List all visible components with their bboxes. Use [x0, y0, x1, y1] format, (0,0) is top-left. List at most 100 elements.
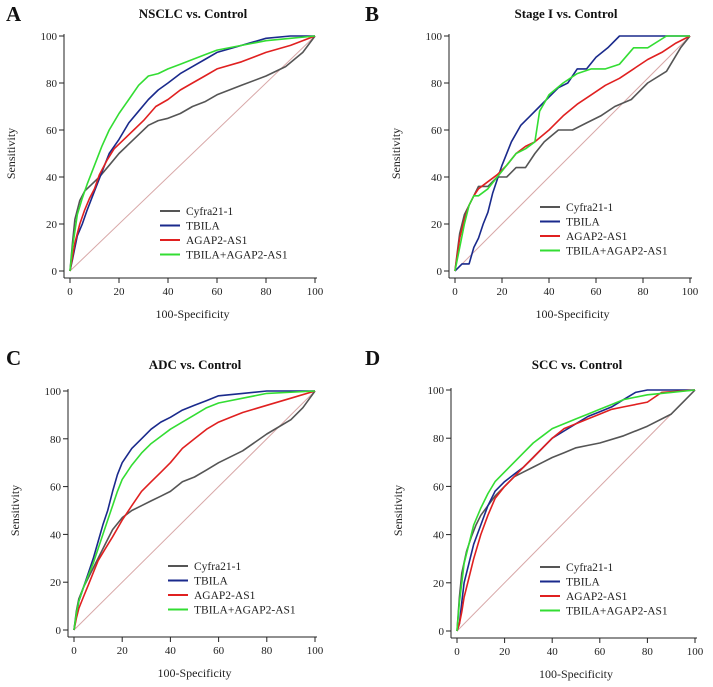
x-tick-label: 40	[165, 645, 177, 657]
y-tick-label: 0	[56, 625, 62, 637]
axes	[67, 389, 317, 638]
y-tick-label: 60	[46, 125, 58, 137]
y-tick-label: 0	[52, 266, 58, 278]
y-tick-label: 20	[431, 219, 443, 231]
legend-label: TBILA+AGAP2-AS1	[566, 246, 668, 258]
x-axis-label: 100-Specificity	[536, 307, 610, 321]
y-tick-label: 0	[437, 266, 443, 278]
y-axis-label: Sensitivity	[389, 128, 403, 179]
x-tick-label: 0	[67, 286, 73, 298]
chart-title: SCC vs. Control	[531, 357, 623, 372]
x-tick-label: 60	[212, 286, 224, 298]
roc-curve-agap2-as1	[456, 389, 696, 632]
y-tick-label: 40	[50, 529, 62, 541]
y-tick-label: 80	[46, 78, 58, 90]
legend: Cyfra21-1 TBILA AGAP2-AS1 TBILA+AGAP2-AS1	[540, 202, 668, 258]
roc-curve-tbila-agap2-as1	[69, 35, 316, 272]
x-tick-label: 80	[638, 286, 650, 298]
panel-letter: D	[365, 346, 381, 370]
legend-label: AGAP2-AS1	[186, 235, 248, 247]
x-tick-label: 80	[261, 286, 273, 298]
legend: Cyfra21-1 TBILA AGAP2-AS1 TBILA+AGAP2-AS1	[540, 562, 668, 618]
legend: Cyfra21-1 TBILA AGAP2-AS1 TBILA+AGAP2-AS1	[168, 561, 296, 617]
roc-chart-adc: 0 20 40 60 80 100 0 20 40 60 80 100 100-Specificity S…	[8, 386, 324, 680]
legend-label: TBILA	[186, 221, 221, 233]
x-tick-label: 80	[642, 646, 654, 658]
axes	[448, 34, 692, 279]
y-axis-label: Sensitivity	[4, 128, 18, 179]
x-tick-label: 20	[497, 286, 509, 298]
roc-curve-tbila-agap2-as1	[454, 35, 690, 272]
x-tick-label: 100	[307, 645, 324, 657]
legend-label: Cyfra21-1	[194, 561, 242, 573]
reference-diagonal	[69, 35, 316, 272]
reference-diagonal	[456, 389, 696, 632]
x-tick-label: 0	[71, 645, 77, 657]
y-tick-label: 100	[45, 386, 62, 398]
roc-chart-stage-i: 0 20 40 60 80 100 0 20 40 60 80 100 100-Specificity S…	[389, 31, 699, 321]
legend-label: TBILA	[194, 576, 229, 588]
y-tick-label: 20	[50, 577, 62, 589]
x-tick-label: 60	[594, 646, 606, 658]
y-tick-label: 60	[433, 481, 445, 493]
y-tick-label: 40	[431, 172, 443, 184]
axes	[63, 34, 317, 279]
x-tick-label: 20	[499, 646, 511, 658]
legend-label: Cyfra21-1	[566, 202, 614, 214]
legend-label: TBILA+AGAP2-AS1	[566, 606, 668, 618]
x-tick-label: 20	[114, 286, 126, 298]
panel-stage-i-vs-control: 0 20 40 60 80 100 0 20 40 60 80 100 100-Specificity S…	[357, 0, 713, 343]
roc-curve-agap2-as1	[73, 390, 316, 631]
roc-curve-tbila-agap2-as1	[456, 389, 696, 632]
x-tick-label: 60	[591, 286, 603, 298]
x-tick-label: 100	[682, 286, 699, 298]
roc-curve-agap2-as1	[69, 35, 316, 272]
y-tick-label: 40	[46, 172, 58, 184]
x-tick-label: 80	[261, 645, 273, 657]
roc-chart-scc: 0 20 40 60 80 100 0 20 40 60 80 100 100-Specificity S…	[391, 385, 704, 681]
x-tick-label: 100	[307, 286, 324, 298]
y-tick-label: 100	[426, 31, 443, 43]
x-tick-label: 40	[547, 646, 559, 658]
x-tick-label: 40	[163, 286, 175, 298]
x-axis-label: 100-Specificity	[158, 666, 232, 680]
roc-chart-nsclc: 0 20 40 60 80 100 0 20 40 60 80 100 100-Specificity S…	[4, 31, 324, 321]
legend-label: AGAP2-AS1	[194, 590, 256, 602]
y-tick-label: 20	[46, 219, 58, 231]
y-tick-label: 100	[428, 385, 445, 397]
x-tick-label: 40	[544, 286, 556, 298]
y-tick-label: 80	[431, 78, 443, 90]
x-tick-label: 0	[452, 286, 458, 298]
roc-curve-tbila	[454, 35, 690, 272]
roc-curve-tbila	[69, 35, 315, 272]
legend-label: TBILA+AGAP2-AS1	[194, 605, 296, 617]
chart-title: Stage I vs. Control	[514, 6, 618, 21]
chart-title: ADC vs. Control	[148, 357, 242, 372]
reference-diagonal	[454, 35, 691, 272]
axes	[450, 388, 697, 639]
chart-title: NSCLC vs. Control	[138, 6, 248, 21]
panel-nsclc-vs-control: 0 20 40 60 80 100 0 20 40 60 80 100 100-Specificity S…	[0, 0, 356, 343]
panel-letter: B	[365, 2, 380, 26]
legend-label: TBILA	[566, 217, 601, 229]
x-tick-label: 20	[117, 645, 129, 657]
legend-label: AGAP2-AS1	[566, 231, 628, 243]
panel-letter: A	[6, 2, 22, 26]
x-tick-label: 60	[213, 645, 225, 657]
legend-label: AGAP2-AS1	[566, 591, 628, 603]
legend: Cyfra21-1 TBILA AGAP2-AS1 TBILA+AGAP2-AS1	[160, 206, 288, 262]
x-tick-label: 0	[454, 646, 460, 658]
y-tick-label: 100	[41, 31, 58, 43]
y-tick-label: 80	[433, 433, 445, 445]
roc-curve-tbila-agap2-as1	[73, 390, 316, 631]
y-tick-label: 20	[433, 578, 445, 590]
legend-label: Cyfra21-1	[186, 206, 234, 218]
legend-label: TBILA	[566, 577, 601, 589]
legend-label: Cyfra21-1	[566, 562, 614, 574]
y-axis-label: Sensitivity	[8, 485, 22, 536]
y-tick-label: 60	[50, 482, 62, 494]
panel-adc-vs-control: 0 20 40 60 80 100 0 20 40 60 80 100 100-Specificity S…	[0, 344, 356, 687]
y-tick-label: 40	[433, 530, 445, 542]
panel-letter: C	[6, 346, 22, 370]
